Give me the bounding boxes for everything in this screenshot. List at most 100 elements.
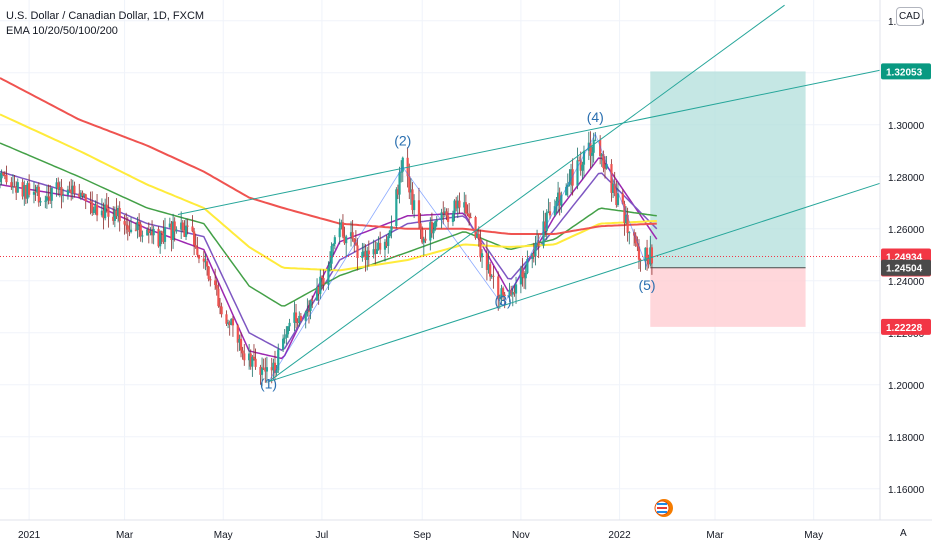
candle	[71, 179, 74, 200]
candle-body	[469, 216, 472, 218]
candle	[480, 249, 484, 268]
candle-body	[445, 211, 448, 216]
indicator-title[interactable]: EMA 10/20/50/100/200	[6, 25, 118, 37]
candle	[435, 216, 438, 227]
candle-body	[383, 241, 387, 250]
candle-body	[589, 142, 592, 156]
candle	[341, 214, 345, 239]
candle	[299, 313, 302, 322]
candle	[32, 181, 36, 204]
candle-body	[173, 221, 176, 232]
candle-body	[599, 139, 602, 157]
candle-body	[58, 187, 61, 190]
candle	[275, 365, 278, 377]
candle-body	[0, 172, 3, 179]
candle-body	[492, 275, 495, 277]
candle	[615, 181, 618, 208]
candle	[419, 213, 422, 240]
candle-body	[209, 278, 212, 281]
candle-body	[511, 291, 514, 295]
candle	[476, 229, 479, 239]
candle	[387, 232, 390, 254]
candle-body	[480, 253, 484, 258]
auto-scale-button[interactable]: A	[900, 528, 907, 539]
candle-body	[349, 232, 353, 237]
candle	[61, 188, 65, 203]
candle-body	[534, 243, 537, 257]
candle-body	[650, 247, 654, 264]
candle	[214, 268, 217, 290]
candle-body	[0, 178, 2, 182]
candle	[319, 269, 322, 300]
trendline	[268, 182, 881, 383]
candle	[463, 192, 466, 215]
candle	[194, 233, 197, 249]
candle-body	[84, 194, 87, 202]
candle	[492, 266, 495, 289]
candle-body	[647, 258, 650, 265]
candle	[84, 193, 87, 210]
candle	[328, 251, 332, 272]
candle-body	[366, 250, 369, 260]
candle-body	[95, 204, 99, 216]
time-axis-bg	[0, 520, 932, 550]
candle-body	[411, 189, 414, 211]
candle-body	[259, 366, 262, 375]
candle	[139, 221, 142, 242]
candle	[434, 220, 437, 232]
candle-body	[343, 236, 346, 244]
candle-body	[558, 192, 561, 206]
candle-body	[162, 233, 165, 242]
candle	[306, 298, 309, 317]
candle-body	[55, 182, 58, 188]
candle	[168, 217, 171, 229]
candle	[251, 355, 254, 377]
currency-button[interactable]: CAD	[896, 7, 923, 26]
candle	[500, 284, 503, 304]
candle-body	[489, 264, 492, 277]
candle	[238, 334, 241, 351]
candle	[468, 203, 471, 226]
candle-body	[262, 367, 265, 369]
candle	[413, 194, 416, 219]
candle-body	[364, 251, 367, 260]
candle-body	[434, 221, 437, 230]
candle	[327, 261, 330, 290]
candle-body	[115, 210, 118, 217]
candle-body	[328, 263, 332, 268]
candle	[610, 159, 613, 202]
candle	[377, 236, 380, 251]
candle	[579, 151, 582, 176]
candle	[83, 192, 86, 199]
position-tool	[650, 71, 806, 327]
candle	[417, 187, 421, 229]
candle-body	[102, 210, 105, 219]
candle	[236, 323, 239, 352]
candle-body	[61, 194, 65, 196]
candle	[395, 187, 398, 229]
candle	[424, 230, 427, 244]
candle-body	[547, 211, 550, 213]
candle-body	[513, 291, 516, 294]
candle	[175, 226, 178, 234]
candle-body	[272, 362, 275, 371]
candle	[36, 184, 39, 196]
candle-body	[636, 243, 639, 247]
candle	[57, 177, 60, 196]
symbol-title[interactable]: U.S. Dollar / Canadian Dollar, 1D, FXCM	[6, 10, 205, 22]
candle	[565, 183, 568, 196]
time-tick-label: Mar	[706, 530, 724, 541]
candle-body	[252, 356, 256, 359]
candle-body	[147, 229, 150, 234]
candle-body	[45, 196, 49, 201]
candle	[356, 238, 359, 271]
candle-body	[372, 249, 375, 255]
candle-body	[545, 212, 548, 232]
candle-body	[523, 277, 526, 279]
wave-label-4: (4)	[587, 109, 604, 125]
candle	[204, 253, 207, 271]
candle-body	[136, 221, 139, 231]
candle-body	[270, 367, 273, 371]
